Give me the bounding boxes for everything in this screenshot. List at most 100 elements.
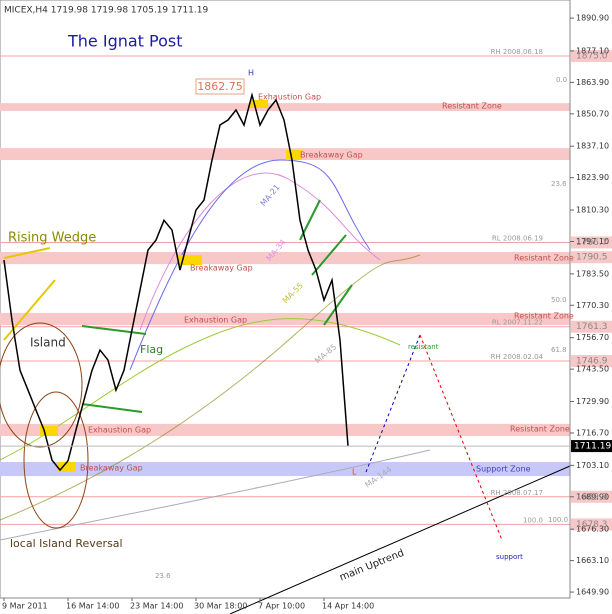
annotation: Island <box>30 336 66 350</box>
annotation: Breakaway Gap <box>80 464 143 473</box>
y-tick-label: 1850.70 <box>576 109 609 118</box>
trend-line <box>229 465 571 614</box>
fib-label: 100.0 <box>548 516 568 524</box>
annotation: Rising Wedge <box>8 231 96 246</box>
level-note: RL 2007.11.22 <box>492 319 543 327</box>
annotation: 1862.75 <box>197 80 243 93</box>
chart-title: The Ignat Post <box>67 32 183 51</box>
axis-level-label: 1790.5 <box>576 253 608 263</box>
y-tick-label: 1890.90 <box>576 14 609 23</box>
y-tick-label: 1837.10 <box>576 142 609 151</box>
y-tick-label: 1797.10 <box>576 237 609 246</box>
flag-line <box>81 403 143 413</box>
price-box <box>195 78 245 95</box>
flag-line <box>81 325 147 335</box>
fib-label: 50.0 <box>551 296 567 304</box>
level-note: RH 2008.07.17 <box>491 489 543 497</box>
price-line <box>3 92 349 472</box>
projection <box>365 334 421 473</box>
y-tick-label: 1703.10 <box>576 461 609 470</box>
x-tick-label: 23 Mar 14:00 <box>130 602 183 611</box>
zone-label: Resistant Zone <box>442 102 502 111</box>
x-tick-label: 30 Mar 18:00 <box>194 602 247 611</box>
annotation: Flag <box>140 343 163 356</box>
y-tick-label: 1676.30 <box>576 525 609 534</box>
zone-label: Exhaustion Gap <box>88 426 151 435</box>
zone <box>0 462 570 477</box>
fib-label: 23.6 <box>551 180 567 188</box>
x-tick-label: 16 Mar 14:00 <box>66 602 119 611</box>
axis-level-label: 1689.9 <box>576 492 608 502</box>
axis-level-label: 1678.3 <box>576 520 608 530</box>
x-tick-label: 14 Apr 14:00 <box>322 602 374 611</box>
level-note: RH 2008.06.18 <box>491 48 543 56</box>
y-tick-label: 1823.90 <box>576 173 609 182</box>
y-tick-label: 1689.90 <box>576 492 609 501</box>
ma-line <box>129 159 371 371</box>
y-tick-label: 1783.50 <box>576 269 609 278</box>
ma-line <box>0 254 421 521</box>
header: MICEX,H4 1719.98 1719.98 1705.19 1711.19 <box>4 6 208 16</box>
gap-marker <box>40 426 58 436</box>
zone-label: Support Zone <box>476 465 531 474</box>
zone <box>0 251 570 265</box>
annotation: Breakaway Gap <box>190 264 253 273</box>
fib-label: 61.8 <box>551 346 567 354</box>
zone <box>0 103 570 111</box>
axis-level-label: 1875.0 <box>576 51 608 61</box>
zone-label: Resistant Zone <box>514 312 574 321</box>
x-tick-label: 9 Mar 2011 <box>2 602 48 611</box>
axis-level-box <box>571 320 612 333</box>
annotation: support <box>496 553 523 561</box>
y-tick-label: 1756.70 <box>576 333 609 342</box>
y-tick-label: 1770.30 <box>576 301 609 310</box>
fib-label: 23.6 <box>155 572 171 580</box>
zone-label: Resistant Zone <box>514 254 574 263</box>
gap-marker <box>286 150 302 160</box>
axis-level-box <box>571 355 612 368</box>
annotation: L <box>352 468 357 477</box>
axis-level-box <box>571 49 612 62</box>
ma-line <box>139 172 381 331</box>
current-label: 1711.19 <box>574 442 611 452</box>
price-series <box>3 92 349 472</box>
y-tick-label: 1863.90 <box>576 78 609 87</box>
axis-level-box <box>571 251 612 264</box>
current-box <box>571 440 612 453</box>
axis-level-box <box>571 490 612 503</box>
y-tick-label: 1716.70 <box>576 428 609 437</box>
island-ellipse <box>23 391 89 529</box>
y-tick-label: 1877.10 <box>576 46 609 55</box>
flag-line <box>311 234 347 276</box>
plot-area <box>0 0 571 599</box>
flag-line <box>323 284 353 326</box>
level-note: RH 2008.02.04 <box>491 353 544 361</box>
zones <box>0 49 612 531</box>
y-tick-label: 1743.50 <box>576 365 609 374</box>
level-note: RL 2008.06.19 <box>492 234 543 242</box>
zone <box>0 423 570 437</box>
wedge-line <box>3 247 51 259</box>
y-tick-label: 1810.30 <box>576 206 609 215</box>
projection <box>419 334 503 541</box>
wedge-line <box>3 279 56 341</box>
axis-level-label: 1761.3 <box>576 322 608 332</box>
zone-label: Resistant Zone <box>510 425 570 434</box>
level-note: 100.0 <box>523 516 543 524</box>
zone <box>0 148 570 161</box>
gap-marker <box>178 255 202 265</box>
annotation: resistant <box>408 343 439 351</box>
axis-level-box <box>571 236 612 249</box>
y-tick-label: 1663.10 <box>576 556 609 565</box>
axis-level-label: 1796.7 <box>576 238 608 248</box>
annotation: Exhaustion Gap <box>258 93 321 102</box>
island-ellipse <box>0 322 83 448</box>
annotation: local Island Reversal <box>10 537 123 550</box>
y-tick-label: 1729.90 <box>576 397 609 406</box>
x-tick-label: 7 Apr 10:00 <box>258 602 305 611</box>
zone-label: Breakaway Gap <box>300 151 363 160</box>
gap-marker <box>58 462 76 472</box>
zone-label: Exhaustion Gap <box>184 316 247 325</box>
